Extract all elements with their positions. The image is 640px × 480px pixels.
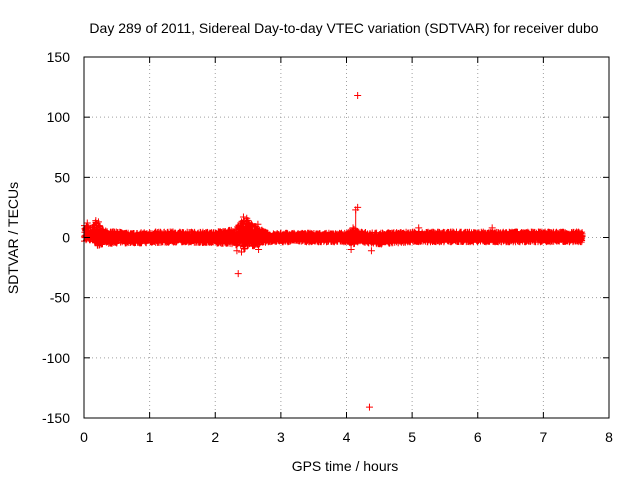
x-tick-label: 4 — [343, 429, 351, 445]
data-point-outlier — [234, 270, 242, 278]
data-point-outlier — [83, 219, 91, 227]
data-point-outlier — [233, 247, 241, 255]
data-point-outlier — [254, 220, 262, 228]
y-tick-label: 50 — [54, 169, 70, 185]
x-tick-label: 7 — [539, 429, 547, 445]
x-tick-label: 3 — [277, 429, 285, 445]
data-point-outlier — [349, 224, 357, 232]
x-tick-label: 2 — [211, 429, 219, 445]
data-layer — [81, 92, 586, 411]
chart-title: Day 289 of 2011, Sidereal Day-to-day VTE… — [89, 20, 598, 36]
x-tick-label: 8 — [605, 429, 613, 445]
y-axis-label: SDTVAR / TECUs — [5, 182, 21, 294]
x-tick-label: 6 — [474, 429, 482, 445]
data-band-core — [84, 225, 583, 245]
x-axis-label: GPS time / hours — [292, 458, 399, 474]
data-point-outlier — [354, 92, 362, 100]
data-point-outlier — [365, 403, 373, 411]
data-point-outlier — [244, 217, 252, 225]
data-point-outlier — [415, 224, 423, 232]
y-tick-label: -150 — [42, 410, 70, 426]
data-point-outlier — [367, 247, 375, 255]
y-tick-label: 0 — [62, 230, 70, 246]
data-point-outlier — [239, 213, 247, 221]
axes — [83, 56, 610, 419]
y-tick-label: -100 — [42, 350, 70, 366]
y-tick-label: 150 — [47, 49, 71, 65]
x-tick-label: 0 — [80, 429, 88, 445]
data-point-outlier — [488, 224, 496, 232]
tick-labels: 0 1 2 3 4 5 6 7 8 -150 -100 -50 0 50 100 150 — [42, 49, 613, 445]
data-point-outlier — [255, 246, 263, 254]
x-tick-label: 5 — [408, 429, 416, 445]
data-point-outlier — [238, 248, 245, 256]
y-tick-label: 100 — [47, 109, 71, 125]
data-point-outlier — [352, 206, 360, 214]
x-tick-label: 1 — [146, 429, 154, 445]
data-point-outlier — [347, 246, 355, 254]
data-point-outlier — [94, 218, 102, 226]
y-tick-label: -50 — [50, 290, 70, 306]
